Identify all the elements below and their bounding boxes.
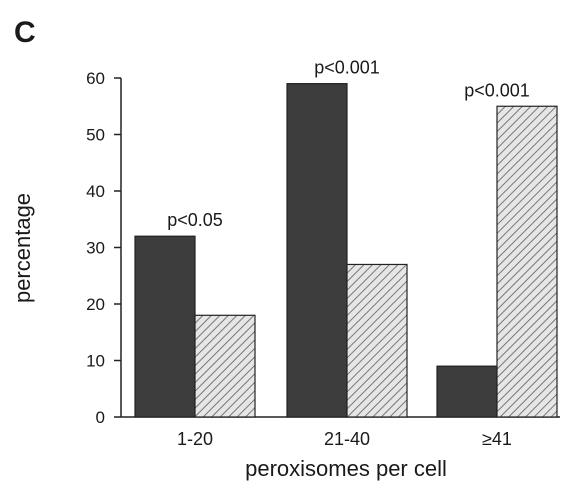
y-tick-label: 30: [86, 239, 105, 258]
significance-annotation: p<0.001: [314, 58, 380, 78]
significance-annotation: p<0.001: [464, 80, 530, 100]
y-tick-label: 50: [86, 126, 105, 145]
bar-hatched-2: [346, 263, 408, 418]
y-tick-label: 10: [86, 352, 105, 371]
x-tick-label: ≥41: [482, 429, 512, 449]
bar-hatched-3: [496, 105, 558, 418]
significance-annotation: p<0.05: [167, 210, 223, 230]
plot-area: 0 10 20 30 40 50 60 1-20 p<0.05 21-40 p<0.001 ≥41 p<…: [86, 58, 560, 449]
y-tick-label: 0: [96, 408, 105, 427]
y-axis-title: percentage: [10, 193, 35, 303]
bar-dark-1: [134, 235, 196, 418]
bar-hatched-1: [194, 314, 256, 418]
y-tick-label: 60: [86, 69, 105, 88]
bar-dark-2: [286, 83, 348, 418]
panel-letter: C: [14, 16, 36, 49]
x-axis-title: peroxisomes per cell: [245, 456, 447, 481]
bar-dark-3: [436, 365, 498, 418]
x-tick-label: 1-20: [177, 429, 213, 449]
y-tick-label: 40: [86, 182, 105, 201]
x-tick-label: 21-40: [324, 429, 370, 449]
y-tick-label: 20: [86, 295, 105, 314]
